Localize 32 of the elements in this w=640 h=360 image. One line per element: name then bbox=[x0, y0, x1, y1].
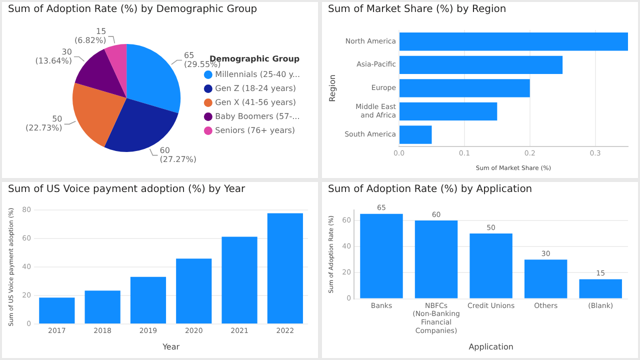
bar bbox=[579, 279, 622, 298]
x-axis-title: Year bbox=[162, 342, 180, 352]
data-label: 50 (22.73%) bbox=[26, 114, 62, 133]
bar bbox=[400, 102, 498, 121]
bar bbox=[400, 126, 432, 144]
chart-title: Sum of Adoption Rate (%) by Demographic Group bbox=[7, 3, 258, 17]
bar bbox=[414, 220, 458, 298]
legend-label: Gen X (41-56 years) bbox=[215, 98, 296, 107]
bar bbox=[470, 234, 512, 298]
bar bbox=[176, 258, 212, 324]
bar bbox=[400, 79, 530, 98]
bar bbox=[222, 236, 258, 324]
bar bbox=[524, 260, 568, 298]
legend-label: Millennials (25-40 y... bbox=[215, 70, 300, 79]
bar bbox=[39, 298, 75, 324]
y-axis-title: Region bbox=[328, 74, 337, 102]
bar bbox=[84, 290, 120, 324]
bar bbox=[267, 213, 303, 324]
bar bbox=[400, 32, 628, 51]
data-label: 60 (27.27%) bbox=[160, 146, 197, 164]
data-label: 30 (13.64%) bbox=[35, 47, 72, 66]
chart-title: Sum of Market Share (%) by Region bbox=[327, 3, 508, 17]
data-label: 15 (6.82%) bbox=[74, 27, 106, 46]
legend-label: Baby Boomers (57-... bbox=[215, 112, 300, 121]
bar bbox=[360, 214, 403, 298]
bar bbox=[130, 276, 166, 324]
bar bbox=[400, 56, 563, 74]
chart-title: Sum of Adoption Rate (%) by Application bbox=[327, 183, 534, 197]
legend-label: Gen Z (18-24 years) bbox=[215, 84, 296, 93]
chart-title: Sum of US Voice payment adoption (%) by Year bbox=[7, 183, 246, 197]
x-axis-title: Application bbox=[468, 342, 514, 352]
legend-label: Seniors (76+ years) bbox=[215, 126, 296, 135]
